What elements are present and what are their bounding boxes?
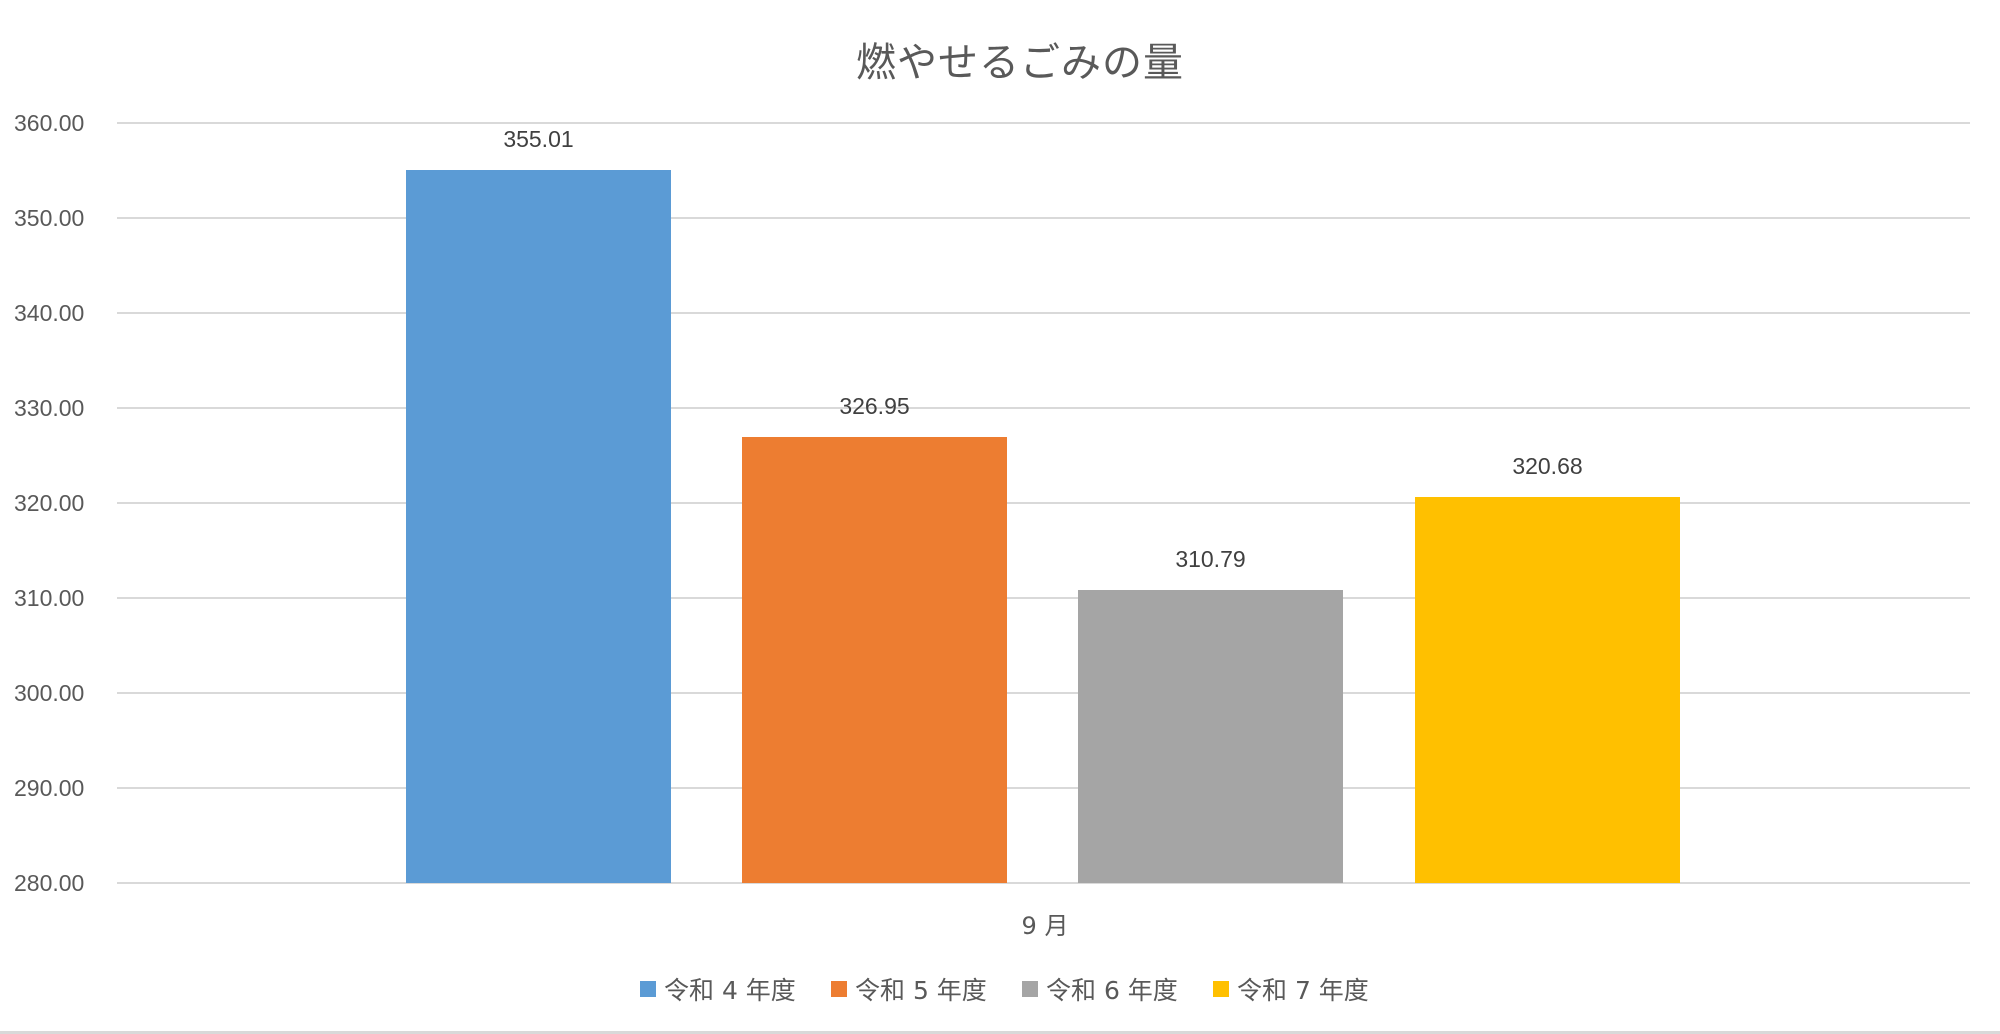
y-tick-label: 300.00 xyxy=(14,680,85,706)
gridline xyxy=(117,597,1970,599)
bar-series-4 xyxy=(1415,496,1680,883)
gridline xyxy=(117,502,1970,504)
legend: 令和 4 年度 令和 5 年度 令和 6 年度 令和 7 年度 xyxy=(0,972,2000,1006)
bar-series-1 xyxy=(406,170,671,883)
y-tick-label: 290.00 xyxy=(14,775,85,801)
legend-item-reiwa-7: 令和 7 年度 xyxy=(1213,972,1369,1006)
data-label: 326.95 xyxy=(839,392,910,419)
gridline xyxy=(117,312,1970,314)
legend-swatch-icon xyxy=(640,981,656,997)
data-label: 355.01 xyxy=(503,126,574,153)
legend-swatch-icon xyxy=(1022,981,1038,997)
legend-label: 令和 6 年度 xyxy=(1046,976,1178,1005)
y-tick-label: 330.00 xyxy=(14,395,85,421)
data-label: 320.68 xyxy=(1512,452,1583,479)
x-axis-category-label: 9 月 xyxy=(1021,912,1069,940)
gridline xyxy=(117,882,1970,884)
legend-swatch-icon xyxy=(1213,981,1229,997)
bar-series-2 xyxy=(742,436,1007,883)
legend-label: 令和 4 年度 xyxy=(664,976,796,1005)
y-tick-label: 350.00 xyxy=(14,205,85,231)
y-tick-label: 340.00 xyxy=(14,300,85,326)
y-tick-label: 320.00 xyxy=(14,490,85,516)
y-tick-label: 310.00 xyxy=(14,585,85,611)
chart-title: 燃やせるごみの量 xyxy=(856,40,1184,86)
legend-label: 令和 5 年度 xyxy=(855,976,987,1005)
y-tick-label: 280.00 xyxy=(14,870,85,896)
gridline xyxy=(117,407,1970,409)
chart-border xyxy=(0,1031,2000,1034)
legend-label: 令和 7 年度 xyxy=(1237,976,1369,1005)
y-tick-label: 360.00 xyxy=(14,110,85,136)
gridline xyxy=(117,787,1970,789)
gridline xyxy=(117,122,1970,124)
gridline xyxy=(117,217,1970,219)
legend-item-reiwa-4: 令和 4 年度 xyxy=(640,972,796,1006)
legend-item-reiwa-5: 令和 5 年度 xyxy=(831,972,987,1006)
gridline xyxy=(117,692,1970,694)
legend-swatch-icon xyxy=(831,981,847,997)
data-label: 310.79 xyxy=(1175,546,1246,573)
bar-series-3 xyxy=(1078,590,1343,883)
legend-item-reiwa-6: 令和 6 年度 xyxy=(1022,972,1178,1006)
